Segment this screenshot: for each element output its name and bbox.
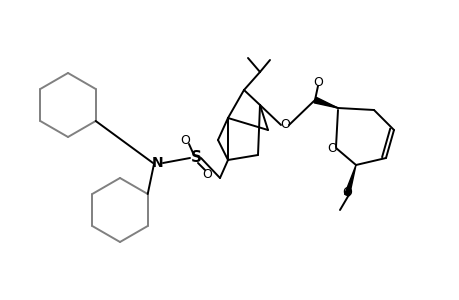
Text: O: O: [280, 118, 289, 131]
Text: O: O: [341, 185, 351, 199]
Text: O: O: [326, 142, 336, 154]
Text: O: O: [313, 76, 322, 88]
Polygon shape: [313, 97, 337, 108]
Text: O: O: [202, 169, 212, 182]
Text: O: O: [179, 134, 190, 146]
Text: S: S: [190, 151, 201, 166]
Polygon shape: [344, 165, 355, 196]
Text: N: N: [152, 156, 163, 170]
